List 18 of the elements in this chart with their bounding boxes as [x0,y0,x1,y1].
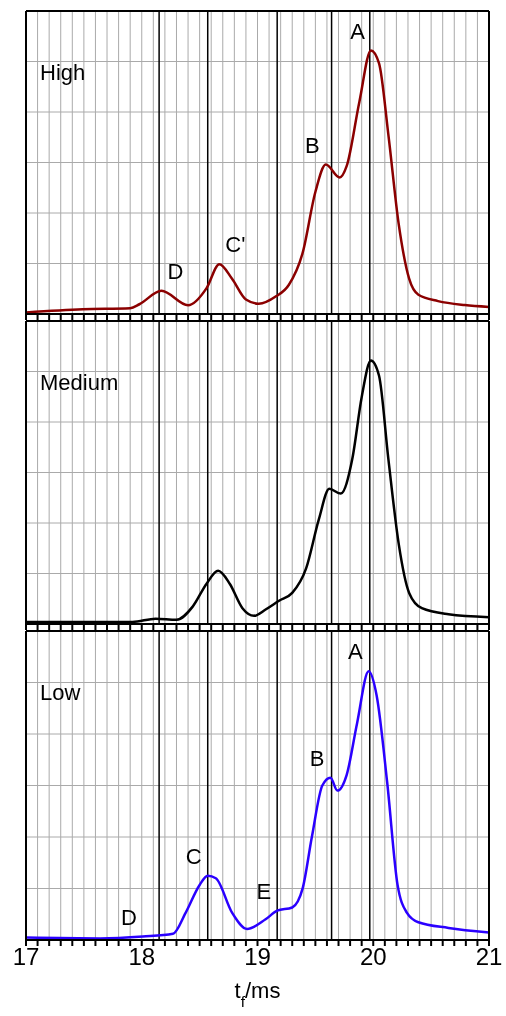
x-axis-title: t$_{f}$/ms [234,978,281,1010]
x-tick-label: 21 [475,943,503,971]
annotation: High [40,60,86,86]
x-tick-label: 19 [244,943,271,971]
annotation: A [350,18,366,44]
x-tick-label: 17 [12,943,40,971]
annotation: C [185,843,202,869]
annotation: B [309,745,325,771]
annotation: C' [225,232,246,258]
annotation: E [256,878,272,904]
annotation: B [305,132,320,158]
annotation: Low [40,680,81,706]
annotation: Medium [40,370,119,396]
annotation: D [121,904,137,930]
annotation: D [167,258,184,284]
x-tick-label: 20 [359,943,387,971]
annotation: A [347,639,363,665]
x-tick-label: 18 [128,943,156,971]
